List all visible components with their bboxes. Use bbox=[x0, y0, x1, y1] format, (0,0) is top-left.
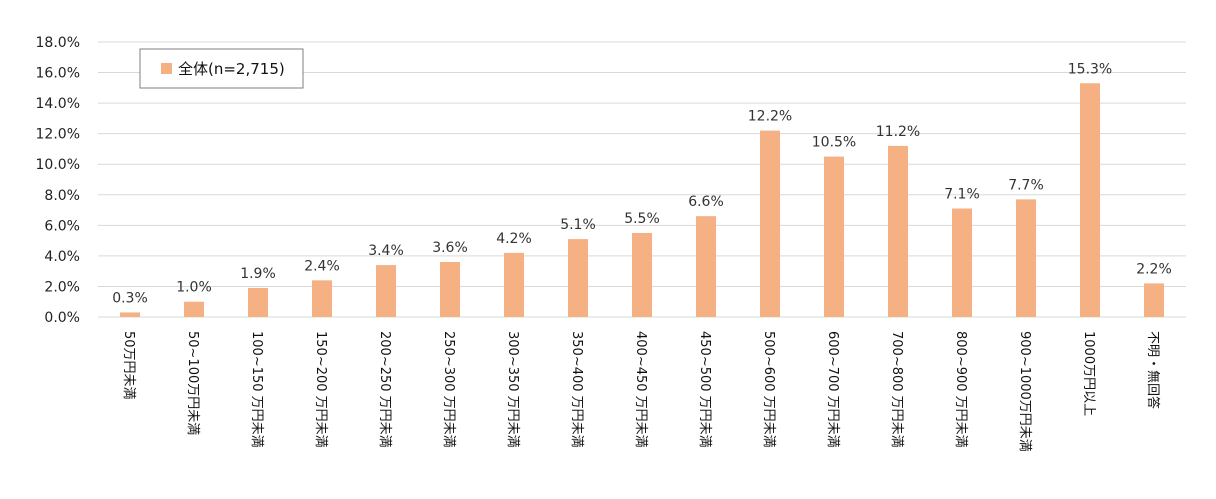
legend: 全体(n=2,715) bbox=[139, 48, 304, 89]
legend-label: 全体(n=2,715) bbox=[178, 60, 285, 78]
bar bbox=[1080, 83, 1100, 317]
bar bbox=[568, 239, 588, 317]
legend-swatch bbox=[161, 63, 172, 74]
data-label: 2.4% bbox=[304, 258, 340, 274]
bar bbox=[1144, 283, 1164, 317]
bar bbox=[888, 145, 908, 317]
grid-lines bbox=[98, 41, 1186, 318]
category-label: 400~450 万円未満 bbox=[633, 331, 648, 448]
category-label: 900~1000万円未満 bbox=[1017, 331, 1032, 452]
data-label: 11.2% bbox=[876, 124, 920, 140]
data-label: 0.3% bbox=[112, 290, 148, 306]
y-tick-label: 2.0% bbox=[44, 279, 80, 295]
bar bbox=[184, 301, 204, 317]
data-label: 5.1% bbox=[560, 217, 596, 233]
y-tick-label: 14.0% bbox=[36, 96, 80, 112]
data-labels: 0.3% 1.0% 1.9% 2.4% 3.4% 3.6% 4.2% 5.1% 5.5% 6.6%… bbox=[112, 61, 1172, 306]
y-tick-label: 12.0% bbox=[36, 127, 80, 143]
data-label: 12.2% bbox=[748, 109, 792, 125]
category-label: 200~250 万円未満 bbox=[377, 331, 392, 448]
category-label: 300~350 万円未満 bbox=[505, 331, 520, 448]
bar bbox=[696, 216, 716, 317]
bar bbox=[120, 312, 140, 317]
data-label: 4.2% bbox=[496, 231, 532, 247]
category-label: 450~500 万円未満 bbox=[697, 331, 712, 448]
data-label: 3.4% bbox=[368, 243, 404, 259]
data-label: 10.5% bbox=[812, 135, 856, 151]
bar bbox=[376, 265, 396, 317]
data-label: 1.9% bbox=[240, 266, 276, 282]
data-label: 6.6% bbox=[688, 194, 724, 210]
data-label: 15.3% bbox=[1068, 61, 1112, 77]
category-label: 50万円未満 bbox=[121, 331, 136, 400]
bar bbox=[248, 287, 268, 317]
bar bbox=[312, 280, 332, 317]
category-label: 700~800 万円未満 bbox=[889, 331, 904, 448]
category-label: 150~200 万円未満 bbox=[313, 331, 328, 448]
category-label: 50~100万円未満 bbox=[185, 331, 200, 435]
category-label: 500~600 万円未満 bbox=[761, 331, 776, 448]
y-tick-label: 6.0% bbox=[44, 218, 80, 234]
bars bbox=[120, 83, 1164, 317]
data-label: 5.5% bbox=[624, 211, 660, 227]
y-tick-label: 16.0% bbox=[36, 66, 80, 82]
bar bbox=[632, 232, 652, 317]
category-labels: 50万円未満 50~100万円未満 100~150 万円未満 150~200 万円未満… bbox=[121, 331, 1161, 452]
category-label: 250~300 万円未満 bbox=[441, 331, 456, 448]
category-label: 不明・無回答 bbox=[1145, 331, 1161, 409]
y-axis-ticks: 0.0% 2.0% 4.0% 6.0% 8.0% 10.0% 12.0% 14.0% 16.0%… bbox=[36, 35, 80, 326]
bar bbox=[952, 208, 972, 317]
y-tick-label: 18.0% bbox=[36, 35, 80, 51]
bar bbox=[504, 252, 524, 317]
category-label: 600~700 万円未満 bbox=[825, 331, 840, 448]
data-label: 7.1% bbox=[944, 187, 980, 203]
data-label: 2.2% bbox=[1136, 261, 1172, 277]
category-label: 100~150 万円未満 bbox=[249, 331, 264, 448]
category-label: 800~900 万円未満 bbox=[953, 331, 968, 448]
bar bbox=[824, 156, 844, 317]
bar bbox=[760, 130, 780, 317]
y-tick-label: 0.0% bbox=[44, 310, 80, 326]
category-label: 350~400 万円未満 bbox=[569, 331, 584, 448]
y-tick-label: 4.0% bbox=[44, 249, 80, 265]
bar bbox=[1016, 199, 1036, 317]
bar bbox=[440, 262, 460, 317]
data-label: 7.7% bbox=[1008, 177, 1044, 193]
y-tick-label: 8.0% bbox=[44, 188, 80, 204]
data-label: 1.0% bbox=[176, 280, 212, 296]
data-label: 3.6% bbox=[432, 240, 468, 256]
category-label: 1000万円以上 bbox=[1081, 331, 1096, 416]
y-tick-label: 10.0% bbox=[36, 157, 80, 173]
